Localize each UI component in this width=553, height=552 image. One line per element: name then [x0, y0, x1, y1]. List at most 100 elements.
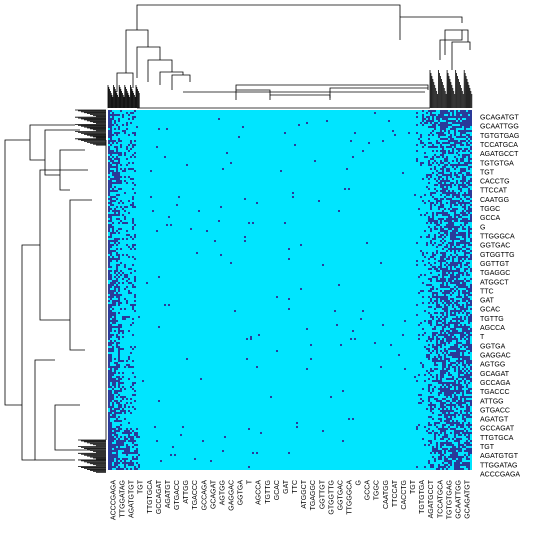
heatmap-cell	[456, 242, 458, 244]
heatmap-cell	[108, 356, 110, 358]
heatmap-cell	[458, 446, 460, 448]
heatmap-cell	[462, 358, 464, 360]
heatmap-cell	[118, 304, 120, 306]
heatmap-cell	[110, 244, 112, 246]
heatmap-cell	[110, 380, 112, 382]
heatmap-cell	[306, 122, 308, 124]
heatmap-cell	[462, 312, 464, 314]
heatmap-cell	[116, 296, 118, 298]
heatmap-cell	[462, 300, 464, 302]
heatmap-cell	[190, 228, 192, 230]
heatmap-cell	[276, 350, 278, 352]
heatmap-cell	[126, 122, 128, 124]
heatmap-cell	[450, 282, 452, 284]
heatmap-cell	[470, 240, 472, 242]
heatmap-cell	[124, 430, 126, 432]
heatmap-cell	[458, 342, 460, 344]
row-label: AGATGT	[480, 417, 509, 424]
heatmap-cell	[432, 288, 434, 290]
heatmap-cell	[456, 228, 458, 230]
heatmap-cell	[110, 286, 112, 288]
heatmap-cell	[454, 456, 456, 458]
heatmap-cell	[326, 120, 328, 122]
heatmap-cell	[442, 254, 444, 256]
heatmap-cell	[468, 458, 470, 460]
heatmap-cell	[116, 230, 118, 232]
heatmap-cell	[460, 132, 462, 134]
heatmap-cell	[454, 416, 456, 418]
heatmap-cell	[456, 346, 458, 348]
heatmap-cell	[422, 124, 424, 126]
column-label: TTC	[292, 480, 299, 494]
heatmap-cell	[450, 456, 452, 458]
heatmap-cell	[452, 164, 454, 166]
heatmap-cell	[114, 302, 116, 304]
heatmap-cell	[468, 442, 470, 444]
heatmap-cell	[108, 202, 110, 204]
heatmap-cell	[462, 392, 464, 394]
heatmap-cell	[438, 320, 440, 322]
heatmap-cell	[464, 236, 466, 238]
row-label: GTGACC	[480, 407, 510, 414]
heatmap-cell	[126, 182, 128, 184]
heatmap-cell	[420, 362, 422, 364]
heatmap-cell	[442, 280, 444, 282]
heatmap-cell	[444, 424, 446, 426]
heatmap-cell	[466, 466, 468, 468]
heatmap-cell	[456, 350, 458, 352]
heatmap-cell	[468, 436, 470, 438]
heatmap-cell	[428, 428, 430, 430]
heatmap-cell	[444, 124, 446, 126]
heatmap-cell	[126, 316, 128, 318]
heatmap-cell	[458, 162, 460, 164]
heatmap-cell	[450, 202, 452, 204]
heatmap-cell	[112, 396, 114, 398]
heatmap-cell	[456, 114, 458, 116]
heatmap-cell	[470, 278, 472, 280]
heatmap-cell	[462, 430, 464, 432]
heatmap-cell	[438, 334, 440, 336]
heatmap-cell	[128, 162, 130, 164]
heatmap-cell	[470, 412, 472, 414]
heatmap-cell	[468, 414, 470, 416]
heatmap-cell	[120, 110, 122, 112]
heatmap-cell	[444, 220, 446, 222]
heatmap-cell	[438, 464, 440, 466]
heatmap-cell	[114, 430, 116, 432]
heatmap-cell	[456, 316, 458, 318]
heatmap-cell	[454, 322, 456, 324]
heatmap-cell	[118, 294, 120, 296]
heatmap-cell	[122, 360, 124, 362]
heatmap-cell	[428, 338, 430, 340]
heatmap-cell	[444, 348, 446, 350]
heatmap-cell	[446, 234, 448, 236]
heatmap-cell	[434, 380, 436, 382]
heatmap-cell	[454, 210, 456, 212]
heatmap-cell	[112, 314, 114, 316]
heatmap-cell	[440, 374, 442, 376]
heatmap-cell	[108, 384, 110, 386]
heatmap-cell	[246, 338, 248, 340]
heatmap-cell	[446, 312, 448, 314]
heatmap-cell	[350, 140, 352, 142]
heatmap-cell	[460, 286, 462, 288]
heatmap-cell	[430, 242, 432, 244]
heatmap-cell	[110, 274, 112, 276]
heatmap-cell	[470, 404, 472, 406]
heatmap-cell	[126, 128, 128, 130]
heatmap-cell	[470, 158, 472, 160]
heatmap-cell	[416, 132, 418, 134]
heatmap-cell	[132, 228, 134, 230]
heatmap-cell	[468, 202, 470, 204]
heatmap-cell	[444, 116, 446, 118]
heatmap-cell	[118, 172, 120, 174]
heatmap-cell	[430, 284, 432, 286]
heatmap-cell	[456, 432, 458, 434]
heatmap-cell	[426, 156, 428, 158]
heatmap-cell	[448, 242, 450, 244]
heatmap-cell	[416, 150, 418, 152]
heatmap-cell	[122, 316, 124, 318]
heatmap-cell	[466, 312, 468, 314]
heatmap-cell	[126, 364, 128, 366]
heatmap-cell	[450, 390, 452, 392]
